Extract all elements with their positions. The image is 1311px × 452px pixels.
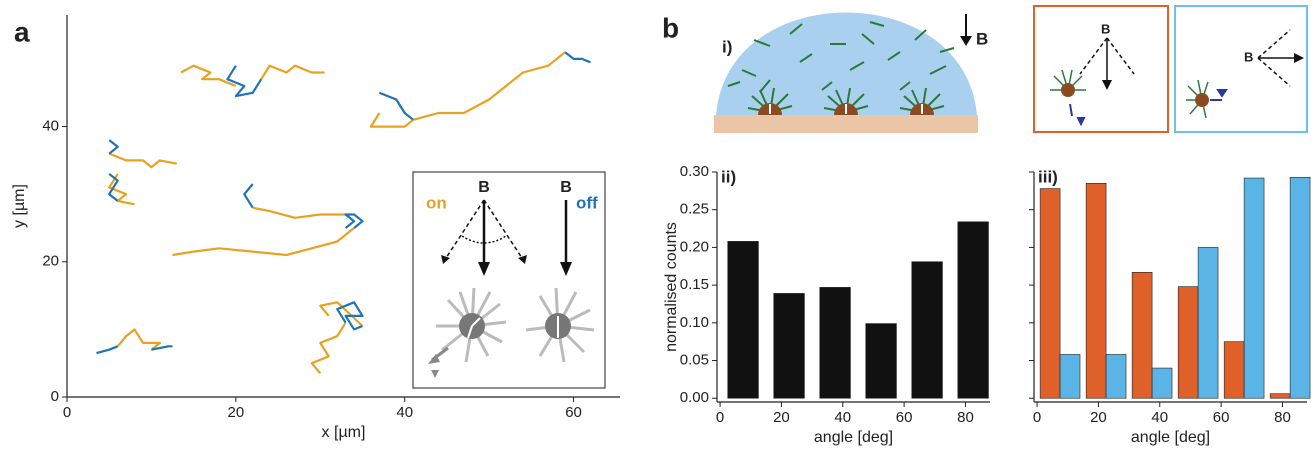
x-tick-label: 0 — [63, 404, 71, 421]
trajectory — [108, 51, 566, 375]
legend-label: on — [426, 193, 447, 212]
x-tick-label: 0 — [716, 409, 724, 426]
rods — [727, 21, 955, 113]
bar — [1059, 354, 1081, 399]
bar — [1197, 247, 1219, 399]
bar — [957, 221, 989, 399]
x-axis-title: x [µm] — [322, 424, 366, 441]
x-axis-title: angle [deg] — [814, 429, 893, 446]
x-tick-label: 20 — [1090, 409, 1107, 426]
droplet — [716, 12, 977, 116]
bar — [727, 241, 759, 399]
panel-label: a — [14, 16, 30, 47]
motion-arrow — [428, 354, 440, 378]
y-tick-label: 20 — [42, 253, 59, 270]
field-label: B — [976, 29, 988, 48]
bar — [1177, 286, 1199, 399]
bar — [1085, 183, 1107, 399]
x-tick-label: 40 — [834, 409, 851, 426]
legend-label: off — [576, 193, 598, 212]
arrow-heads — [441, 255, 572, 276]
panel-sublabel: i) — [722, 37, 732, 56]
x-tick-label: 20 — [773, 409, 790, 426]
annotation: B — [478, 179, 490, 196]
particle-marker — [769, 104, 923, 114]
y-axis-title: normalised counts — [663, 222, 680, 352]
field-label: B — [1101, 21, 1110, 36]
bar — [1223, 341, 1245, 399]
y-tick-label: 0.25 — [680, 201, 709, 218]
x-tick-label: 0 — [1033, 409, 1041, 426]
x-tick-label: 60 — [896, 409, 913, 426]
panel-sublabel: iii) — [1038, 167, 1058, 186]
y-tick-label: 40 — [42, 118, 59, 135]
panel-sublabel: ii) — [721, 167, 736, 186]
inset-arrows — [445, 199, 568, 266]
y-tick-label: 0.10 — [680, 314, 709, 331]
particle-marker — [467, 317, 481, 339]
cilia — [436, 287, 595, 363]
cilia — [1050, 69, 1209, 119]
y-tick-label: 0.30 — [680, 163, 709, 180]
x-tick-label: 80 — [1274, 409, 1291, 426]
x-axis-title: angle [deg] — [1131, 429, 1210, 446]
bar — [911, 261, 943, 399]
arrow-heads — [1102, 53, 1304, 90]
y-tick-label: 0.00 — [680, 389, 709, 406]
bar — [773, 293, 805, 399]
substrate — [714, 115, 978, 133]
bar — [1131, 271, 1153, 399]
inset-off — [1174, 5, 1308, 133]
x-tick-label: 60 — [1213, 409, 1230, 426]
y-tick-label: 0 — [51, 388, 59, 405]
particle — [1061, 83, 1075, 97]
bar — [865, 323, 897, 399]
x-tick-label: 80 — [957, 409, 974, 426]
x-tick-label: 40 — [1151, 409, 1168, 426]
motion-arrow — [1069, 89, 1228, 127]
bar — [1269, 393, 1291, 399]
field-arrow — [960, 36, 972, 46]
bar — [1289, 176, 1311, 399]
x-tick-label: 20 — [228, 404, 245, 421]
bar — [819, 287, 851, 399]
annotation: B — [560, 179, 572, 196]
y-axis-title: y [µm] — [11, 184, 28, 228]
bar — [1039, 188, 1061, 399]
trajectory — [96, 51, 591, 355]
inset-on — [1033, 5, 1169, 133]
x-tick-label: 40 — [396, 404, 413, 421]
field-label: B — [1244, 49, 1253, 64]
bar — [1105, 354, 1127, 399]
field-arrows — [1079, 29, 1296, 87]
bar — [1151, 367, 1173, 399]
particle — [1195, 93, 1209, 107]
y-tick-label: 0.15 — [680, 276, 709, 293]
y-tick-label: 0.20 — [680, 238, 709, 255]
panel-label: b — [662, 12, 679, 43]
bar — [1243, 177, 1265, 399]
x-tick-label: 60 — [565, 404, 582, 421]
y-tick-label: 0.05 — [680, 351, 709, 368]
